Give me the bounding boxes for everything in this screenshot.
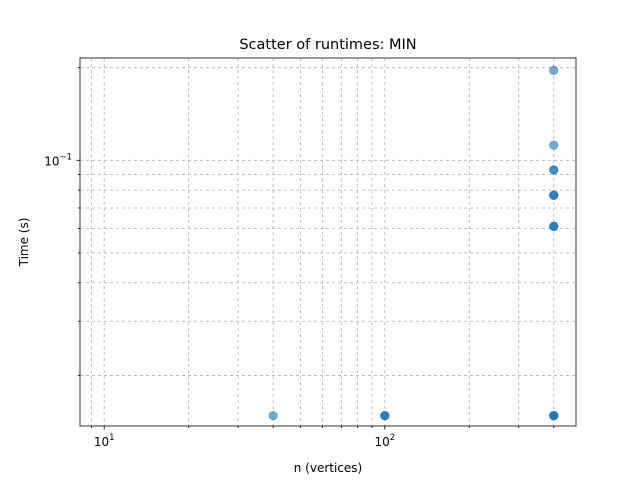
data-points <box>268 65 559 421</box>
y-tick-label: 10−1 <box>44 152 72 168</box>
data-point <box>549 190 559 200</box>
data-point <box>380 411 390 421</box>
grid-lines <box>80 58 576 426</box>
x-tick-label-exponent: 2 <box>390 433 395 443</box>
plot-frame <box>79 57 577 427</box>
data-point <box>549 411 559 421</box>
x-tick-label-base: 10 <box>374 435 389 449</box>
data-point <box>549 65 559 75</box>
data-point <box>549 140 559 150</box>
data-point <box>268 411 278 421</box>
chart-title: Scatter of runtimes: MIN <box>239 37 416 53</box>
x-tick-label: 101 <box>94 433 115 449</box>
y-tick-label-exponent: −1 <box>59 152 72 162</box>
y-axis-label: Time (s) <box>17 218 31 268</box>
data-point <box>549 165 559 175</box>
data-point <box>549 221 559 231</box>
x-axis-label: n (vertices) <box>294 461 362 475</box>
x-tick-label-exponent: 1 <box>109 433 114 443</box>
x-tick-label-base: 10 <box>94 435 109 449</box>
y-tick-label-base: 10 <box>44 154 59 168</box>
x-tick-label: 102 <box>374 433 395 449</box>
